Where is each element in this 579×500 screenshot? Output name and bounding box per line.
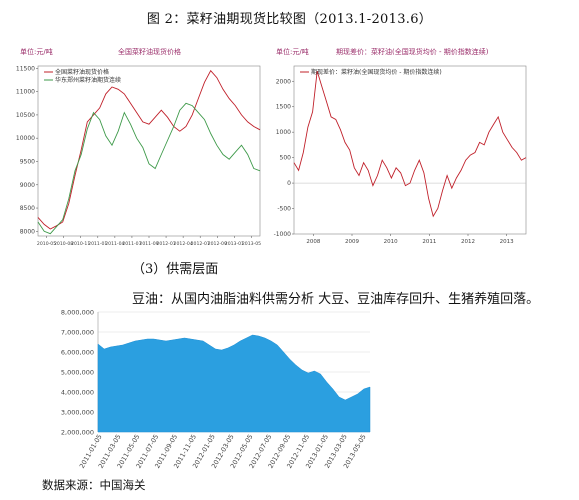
figure-title: 图 2：菜籽油期现货比较图（2013.1-2013.6）	[146, 12, 433, 27]
y-tick-label: 2,000,000	[61, 429, 94, 437]
y-tick-label: 3,000,000	[61, 409, 94, 417]
x-tick-label: 2010-11	[71, 241, 90, 247]
chart-title: 期现差价：菜籽油(全国现货均价 - 期价指数连续)	[336, 47, 489, 56]
x-tick-label: 2013	[500, 239, 514, 245]
y-tick-label: 7,000,000	[61, 329, 94, 337]
x-tick-label: 2012	[461, 239, 475, 245]
y-tick-label: 5,000,000	[61, 369, 94, 377]
series-line	[37, 102, 261, 235]
chart-title: 全国菜籽油现货价格	[118, 47, 181, 56]
x-tick-label: 2012-09	[208, 241, 227, 247]
inventory-svg: 2,000,000 3,000,000 4,000,000 5,000,000 6,00…	[61, 309, 371, 470]
legend-label: 华东郑州菜籽油期货连续	[55, 76, 121, 84]
y-tick-label: 10500	[16, 112, 35, 119]
y-tick-label: 8000	[20, 228, 35, 235]
x-tick-label: 2012-04	[174, 241, 193, 247]
price-comparison-chart: 单位:元/吨 全国菜籽油现货价格 8000 8500 9000 9500 10000 1050…	[14, 40, 264, 250]
series-line	[293, 70, 527, 218]
basis-svg: 单位:元/吨 期现差价：菜籽油(全国现货均价 - 期价指数连续)-1000-500…	[274, 47, 527, 245]
plot-frame	[293, 65, 527, 235]
section-heading: （3）供需层面	[132, 262, 219, 277]
y-tick-label: 8,000,000	[61, 309, 94, 317]
y-tick-label: 11000	[16, 89, 35, 96]
x-tick-label: 2013-01	[225, 241, 244, 247]
series-line	[37, 69, 261, 230]
x-tick-label: 2011	[422, 239, 436, 245]
x-tick-label: 2008	[306, 239, 320, 245]
y-tick-label: 2000	[276, 78, 291, 85]
x-tick-label: 2013-05	[242, 241, 261, 247]
x-tick-label: 2010	[384, 239, 398, 245]
y-tick-label: 8500	[20, 205, 35, 212]
y-tick-label: 9000	[20, 182, 35, 189]
basis-chart: 单位:元/吨 期现差价：菜籽油(全国现货均价 - 期价指数连续) -1000 -500…	[268, 40, 530, 250]
x-tick-label: 2009	[345, 239, 359, 245]
y-tick-label: 10000	[16, 135, 35, 142]
legend-label: 全国菜籽油现货价格	[55, 68, 109, 76]
y-tick-label: 1000	[276, 129, 291, 136]
y-tick-label: 6,000,000	[61, 349, 94, 357]
unit-label: 单位:元/吨	[276, 47, 309, 56]
y-tick-label: 11500	[16, 65, 35, 72]
price-comparison-svg: 单位:元/吨 全国菜籽油现货价格8000850090009500100001050…	[16, 47, 261, 247]
legend-label: 期现差价：菜籽油(全国现货均价 - 期价指数连续)	[311, 68, 442, 76]
paragraph: 豆油：从国内油脂油料供需分析 大豆、豆油库存回升、生猪养殖回落。	[132, 292, 540, 307]
x-tick-label: 2010-05	[37, 241, 56, 247]
y-tick-label: 500	[280, 155, 292, 162]
y-tick-label: 9500	[20, 158, 35, 165]
y-tick-label: -1000	[274, 231, 292, 238]
x-tick-label: 2011-09	[139, 241, 158, 247]
y-tick-label: 1500	[276, 104, 291, 111]
x-tick-label: 2012-07	[191, 241, 210, 247]
plot-frame	[37, 65, 261, 237]
x-tick-label: 2010-08	[54, 241, 73, 247]
unit-label: 单位:元/吨	[20, 47, 53, 56]
x-tick-label: 2011-07	[122, 241, 141, 247]
y-tick-label: 4,000,000	[61, 389, 94, 397]
inventory-area	[97, 334, 371, 433]
y-tick-label: -500	[277, 206, 291, 213]
x-tick-label: 2011-01	[88, 241, 107, 247]
source-note: 数据来源：中国海关	[42, 478, 146, 492]
y-tick-label: 0	[287, 180, 291, 187]
x-tick-label: 2012-01	[156, 241, 175, 247]
inventory-chart: 2,000,000 3,000,000 4,000,000 5,000,000 6,00…	[40, 304, 380, 470]
x-tick-label: 2011-04	[105, 241, 124, 247]
